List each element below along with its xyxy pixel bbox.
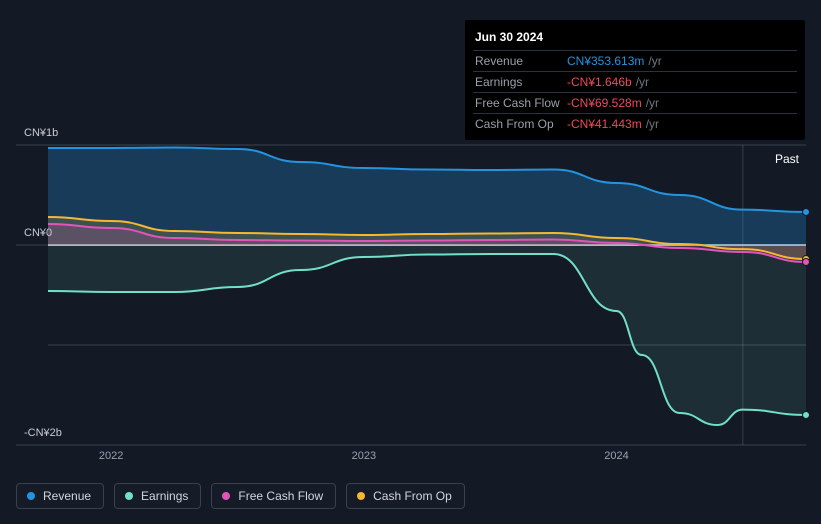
tooltip-row: Free Cash Flow-CN¥69.528m/yr: [473, 92, 797, 113]
tooltip-row: Earnings-CN¥1.646b/yr: [473, 71, 797, 92]
tooltip-metric-unit: /yr: [646, 117, 659, 131]
y-axis-label: CN¥0: [24, 227, 52, 239]
x-axis: 2022 2023 2024: [16, 450, 806, 470]
tooltip-metric-label: Cash From Op: [475, 117, 567, 131]
tooltip-metric-value: CN¥353.613m: [567, 54, 644, 68]
legend-label: Cash From Op: [373, 489, 452, 503]
chart-svg: [16, 125, 806, 445]
y-axis-label: CN¥1b: [24, 127, 58, 139]
legend-dot-icon: [357, 492, 365, 500]
tooltip-row: Cash From Op-CN¥41.443m/yr: [473, 113, 797, 134]
legend-dot-icon: [125, 492, 133, 500]
x-axis-label: 2023: [352, 450, 376, 462]
tooltip-metric-unit: /yr: [646, 96, 659, 110]
legend-dot-icon: [27, 492, 35, 500]
tooltip-metric-value: -CN¥41.443m: [567, 117, 642, 131]
tooltip-date: Jun 30 2024: [473, 26, 797, 50]
tooltip-metric-unit: /yr: [648, 54, 661, 68]
legend-item-free-cash-flow[interactable]: Free Cash Flow: [211, 483, 336, 509]
tooltip-metric-label: Free Cash Flow: [475, 96, 567, 110]
x-axis-label: 2024: [604, 450, 628, 462]
tooltip-metric-value: -CN¥69.528m: [567, 96, 642, 110]
legend-label: Free Cash Flow: [238, 489, 323, 503]
chart-tooltip: Jun 30 2024 RevenueCN¥353.613m/yrEarning…: [465, 20, 805, 140]
tooltip-metric-label: Earnings: [475, 75, 567, 89]
chart-legend: Revenue Earnings Free Cash Flow Cash From O…: [16, 483, 465, 509]
past-label: Past: [775, 152, 799, 166]
legend-item-revenue[interactable]: Revenue: [16, 483, 104, 509]
tooltip-metric-unit: /yr: [636, 75, 649, 89]
legend-dot-icon: [222, 492, 230, 500]
tooltip-metric-label: Revenue: [475, 54, 567, 68]
legend-item-earnings[interactable]: Earnings: [114, 483, 201, 509]
legend-label: Earnings: [141, 489, 188, 503]
legend-item-cash-from-op[interactable]: Cash From Op: [346, 483, 465, 509]
tooltip-row: RevenueCN¥353.613m/yr: [473, 50, 797, 71]
legend-label: Revenue: [43, 489, 91, 503]
financials-chart: [16, 125, 806, 445]
y-axis-label: -CN¥2b: [24, 427, 62, 439]
tooltip-metric-value: -CN¥1.646b: [567, 75, 632, 89]
x-axis-label: 2022: [99, 450, 123, 462]
